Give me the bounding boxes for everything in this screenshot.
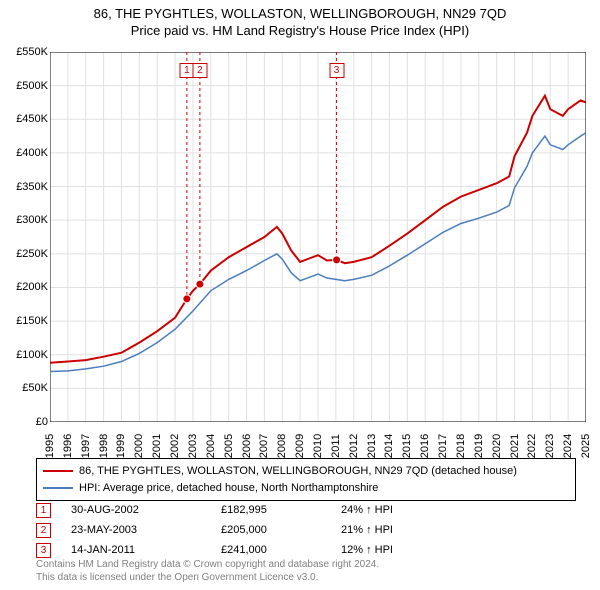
x-tick-label: 2010	[312, 434, 324, 458]
x-tick-label: 2006	[241, 434, 253, 458]
y-tick-label: £150K	[8, 315, 48, 327]
x-tick-label: 2018	[455, 434, 467, 458]
y-tick-label: £350K	[8, 181, 48, 193]
table-row: 1 30-AUG-2002 £182,995 24% ↑ HPI	[36, 500, 576, 520]
chart-marker-box: 2	[192, 63, 207, 78]
x-tick-label: 2017	[437, 434, 449, 458]
y-tick-label: £450K	[8, 113, 48, 125]
chart-marker-box: 3	[329, 63, 344, 78]
x-tick-label: 1997	[80, 434, 92, 458]
tx-marker-2: 2	[36, 523, 51, 538]
chart-svg	[50, 52, 586, 422]
y-tick-label: £400K	[8, 147, 48, 159]
title-main: 86, THE PYGHTLES, WOLLASTON, WELLINGBORO…	[10, 6, 590, 21]
footer-line2: This data is licensed under the Open Gov…	[36, 571, 379, 584]
x-tick-label: 2002	[169, 434, 181, 458]
x-tick-label: 2021	[509, 434, 521, 458]
x-tick-label: 1999	[115, 434, 127, 458]
tx-price-2: £205,000	[221, 524, 341, 536]
legend-row-1: HPI: Average price, detached house, Nort…	[43, 480, 569, 497]
legend-box: 86, THE PYGHTLES, WOLLASTON, WELLINGBORO…	[36, 458, 576, 501]
tx-marker-3: 3	[36, 543, 51, 558]
y-tick-label: £50K	[8, 382, 48, 394]
legend-label-1: HPI: Average price, detached house, Nort…	[79, 480, 378, 497]
legend-label-0: 86, THE PYGHTLES, WOLLASTON, WELLINGBORO…	[79, 463, 517, 480]
x-tick-label: 2000	[133, 434, 145, 458]
x-tick-label: 2019	[473, 434, 485, 458]
x-tick-label: 1996	[62, 434, 74, 458]
x-tick-label: 2004	[205, 434, 217, 458]
legend-swatch-1	[43, 487, 73, 489]
x-tick-label: 2014	[383, 434, 395, 458]
tx-marker-1: 1	[36, 503, 51, 518]
title-block: 86, THE PYGHTLES, WOLLASTON, WELLINGBORO…	[0, 0, 600, 40]
x-tick-label: 2009	[294, 434, 306, 458]
x-tick-label: 2023	[544, 434, 556, 458]
chart-container: 86, THE PYGHTLES, WOLLASTON, WELLINGBORO…	[0, 0, 600, 590]
x-tick-label: 2005	[223, 434, 235, 458]
y-tick-label: £100K	[8, 349, 48, 361]
x-tick-label: 2008	[276, 434, 288, 458]
tx-date-1: 30-AUG-2002	[71, 504, 221, 516]
y-tick-label: £550K	[8, 46, 48, 58]
x-tick-label: 1998	[98, 434, 110, 458]
table-row: 3 14-JAN-2011 £241,000 12% ↑ HPI	[36, 540, 576, 560]
x-tick-label: 2025	[580, 434, 592, 458]
tx-date-3: 14-JAN-2011	[71, 544, 221, 556]
tx-date-2: 23-MAY-2003	[71, 524, 221, 536]
x-tick-label: 1995	[44, 434, 56, 458]
y-tick-label: £250K	[8, 248, 48, 260]
x-tick-label: 2012	[348, 434, 360, 458]
table-row: 2 23-MAY-2003 £205,000 21% ↑ HPI	[36, 520, 576, 540]
y-tick-label: £300K	[8, 214, 48, 226]
y-tick-label: £500K	[8, 80, 48, 92]
transactions-table: 1 30-AUG-2002 £182,995 24% ↑ HPI 2 23-MA…	[36, 500, 576, 560]
x-tick-label: 2013	[366, 434, 378, 458]
y-tick-label: £0	[8, 416, 48, 428]
tx-price-3: £241,000	[221, 544, 341, 556]
x-tick-label: 2015	[401, 434, 413, 458]
y-tick-label: £200K	[8, 281, 48, 293]
chart-plot-area	[50, 52, 586, 422]
tx-diff-1: 24% ↑ HPI	[341, 504, 461, 516]
x-tick-label: 2020	[491, 434, 503, 458]
footer-attribution: Contains HM Land Registry data © Crown c…	[36, 558, 379, 584]
title-sub: Price paid vs. HM Land Registry's House …	[10, 23, 590, 38]
tx-diff-3: 12% ↑ HPI	[341, 544, 461, 556]
x-tick-label: 2003	[187, 434, 199, 458]
x-tick-label: 2007	[258, 434, 270, 458]
legend-row-0: 86, THE PYGHTLES, WOLLASTON, WELLINGBORO…	[43, 463, 569, 480]
legend-swatch-0	[43, 470, 73, 472]
x-tick-label: 2022	[526, 434, 538, 458]
x-tick-label: 2001	[151, 434, 163, 458]
tx-price-1: £182,995	[221, 504, 341, 516]
tx-diff-2: 21% ↑ HPI	[341, 524, 461, 536]
x-tick-label: 2011	[330, 434, 342, 458]
x-tick-label: 2016	[419, 434, 431, 458]
x-tick-label: 2024	[562, 434, 574, 458]
footer-line1: Contains HM Land Registry data © Crown c…	[36, 558, 379, 571]
